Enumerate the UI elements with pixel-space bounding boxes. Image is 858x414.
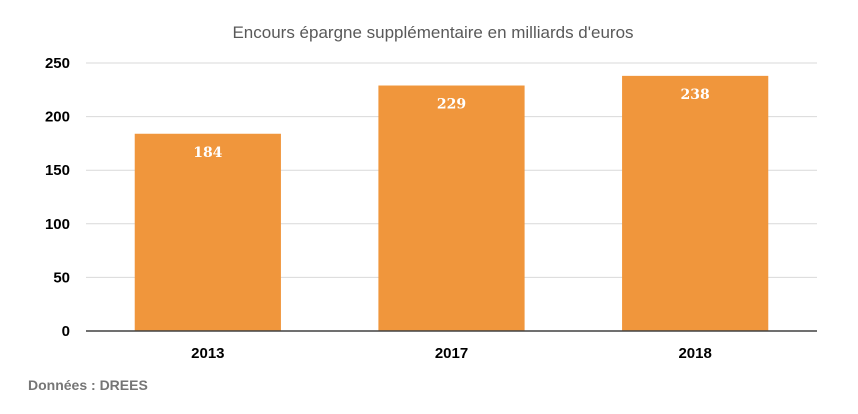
x-tick-label-2018: 2018: [678, 345, 711, 362]
data-label-2017: 229: [437, 97, 466, 113]
bars: 184 229 238: [134, 75, 769, 332]
chart-title: Encours épargne supplémentaire en millia…: [232, 23, 633, 42]
y-axis-ticks: 0 50 100 150 200 250: [45, 55, 70, 340]
source-note: Données : DREES: [28, 377, 148, 393]
bar-2018: [622, 75, 769, 331]
bar-2017: [378, 85, 525, 332]
y-tick-label: 0: [62, 323, 70, 340]
y-tick-label: 100: [45, 216, 70, 233]
x-tick-label-2013: 2013: [191, 345, 224, 362]
y-tick-label: 150: [45, 162, 70, 179]
x-tick-label-2017: 2017: [435, 345, 468, 362]
data-label-2018: 238: [681, 87, 710, 103]
x-axis-ticks: 2013 2017 2018: [191, 345, 712, 362]
data-label-2013: 184: [193, 145, 222, 161]
bar-2013: [134, 133, 281, 331]
y-tick-label: 200: [45, 109, 70, 126]
y-tick-label: 250: [45, 55, 70, 72]
y-tick-label: 50: [53, 269, 70, 286]
